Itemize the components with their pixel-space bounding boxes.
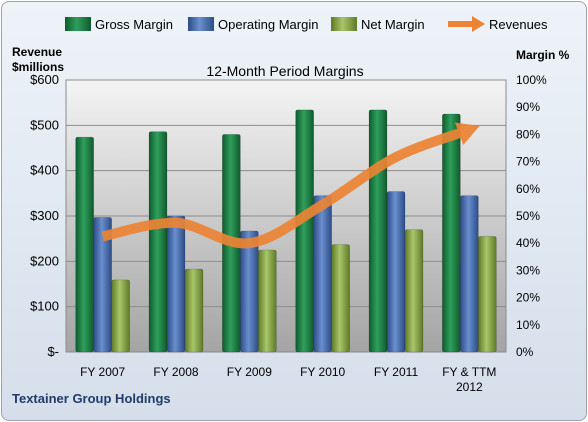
gridlines [66,79,506,308]
right-tick-label: 90% [516,100,540,114]
legend-label-gross-margin: Gross Margin [95,17,173,32]
legend-item-operating-margin: Operating Margin [188,17,318,32]
right-tick-label: 100% [516,73,547,87]
left-tick-label: $600 [30,72,59,87]
legend-item-gross-margin: Gross Margin [65,17,173,32]
right-tick-label: 20% [516,291,540,305]
right-tick-label: 80% [516,127,540,141]
right-tick-label: 50% [516,209,540,223]
right-tick-label: 10% [516,318,540,332]
legend-label-operating-margin: Operating Margin [218,17,318,32]
right-tick-label: 60% [516,182,540,196]
category-label: FY 2007 [80,365,125,379]
bar-operating-margin [460,195,479,353]
left-tick-label: $500 [30,117,59,132]
category-label: FY & TTM [442,365,496,379]
legend-label-net-margin: Net Margin [361,17,425,32]
category-label: FY 2008 [153,365,198,379]
legend-swatch-operating-margin [188,17,214,31]
right-tick-label: 40% [516,236,540,250]
left-axis-title-line-2: $millions [12,60,64,74]
category-label: FY 2010 [300,365,345,379]
category-axis-labels: FY 2007 FY 2008 FY 2009 FY 2010 FY 2011 FY & … [80,365,496,394]
left-tick-label: $- [47,344,59,359]
legend-item-net-margin: Net Margin [331,17,425,32]
legend-swatch-gross-margin [65,17,91,31]
bar-net-margin [331,244,350,353]
left-axis-title-line-1: Revenue [12,45,62,59]
company-name: Textainer Group Holdings [12,391,171,406]
bar-operating-margin [313,195,332,353]
bar-operating-margin [386,191,406,353]
legend-swatch-net-margin [331,17,357,31]
category-label: 2012 [456,380,483,394]
revenue-line [101,122,480,249]
bar-net-margin [478,236,497,353]
bar-gross-margin [442,113,461,353]
left-axis-ticks: $- $100 $200 $300 $400 $500 $600 [30,72,59,359]
left-tick-label: $200 [30,253,59,268]
legend: Gross Margin Operating Margin Net Margin… [65,16,548,32]
legend-label-revenues: Revenues [489,17,548,32]
left-tick-label: $100 [30,299,59,314]
category-label: FY 2009 [227,365,272,379]
bar-gross-margin [295,109,314,353]
right-tick-label: 70% [516,155,540,169]
left-tick-label: $300 [30,208,59,223]
legend-arrow-icon [472,16,485,32]
bar-operating-margin [166,215,186,353]
bars [75,109,497,353]
bar-net-margin [111,279,130,353]
bar-operating-margin [240,230,259,353]
chart-title: 12-Month Period Margins [206,63,363,79]
revenue-line-group [101,122,480,249]
right-tick-label: 30% [516,263,540,277]
bar-net-margin [404,229,424,353]
bar-gross-margin [368,109,388,353]
left-tick-label: $400 [30,163,59,178]
right-tick-label: 0% [516,345,534,359]
category-label: FY 2011 [374,365,419,379]
bar-gross-margin [75,136,94,353]
right-axis-title: Margin % [516,48,570,62]
bar-net-margin [184,268,204,353]
legend-item-revenues: Revenues [448,16,548,32]
right-axis-ticks: 0% 10% 20% 30% 40% 50% 60% 70% 80% 90% 100% [516,73,547,359]
bar-gross-margin [148,131,168,353]
bar-net-margin [258,249,277,353]
